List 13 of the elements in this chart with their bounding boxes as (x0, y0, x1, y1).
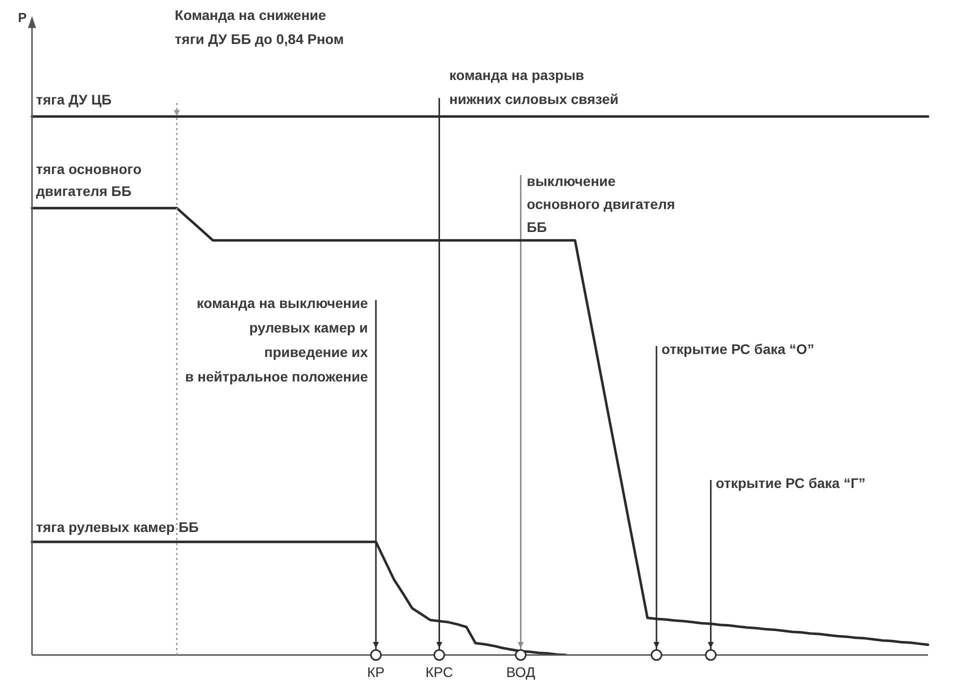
series-label: тяга рулевых камер ББ (36, 518, 199, 535)
annotation: открытие РС бака “Г” (716, 475, 866, 491)
series-label: тяга основного двигателя ББ (36, 161, 142, 200)
series-label: тяга ДУ ЦБ (36, 92, 112, 108)
text: Команда на снижение тяги ДУ ББ до 0,84 Рном (174, 7, 344, 47)
text: P (18, 10, 27, 25)
x-tick-label: ВОД (506, 664, 536, 680)
ref-line-label: команда на разрыв нижних силовых связей (449, 67, 618, 107)
x-tick-label: КР (367, 664, 385, 680)
annotation: открытие РС бака “О” (661, 341, 814, 357)
ref-line-label: команда на выключение рулевых камер и приведение их в нейтральное положение (185, 295, 368, 384)
x-tick-label: КРС (426, 664, 453, 680)
ref-line-label: выключение основного двигателя ББ (526, 173, 676, 235)
